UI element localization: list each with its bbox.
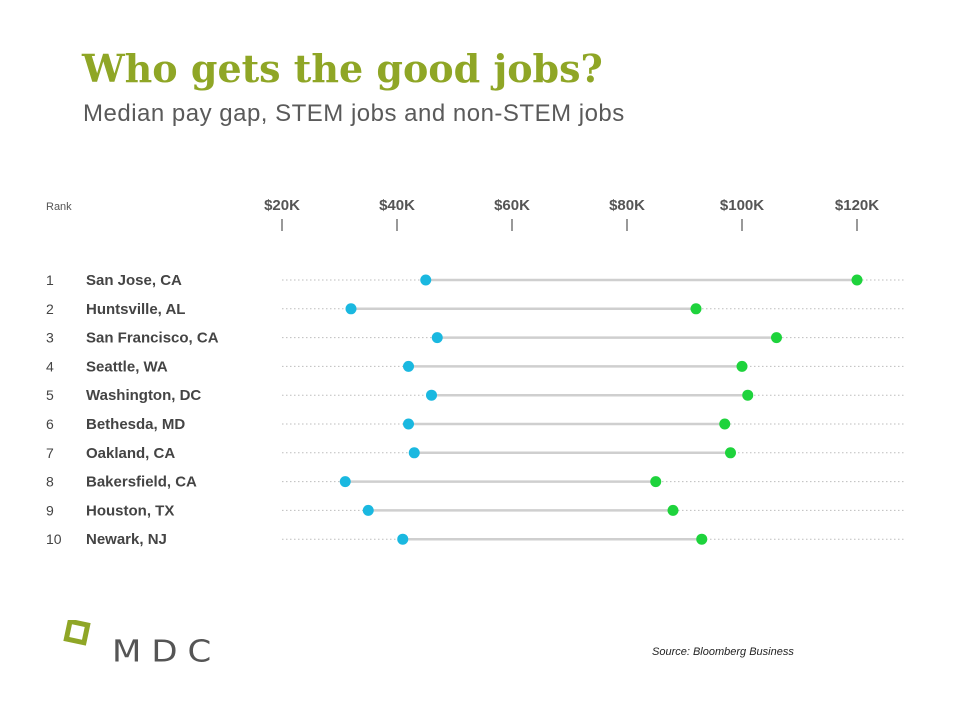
row-rank: 1 xyxy=(46,272,54,288)
row-rank: 3 xyxy=(46,330,54,346)
row-city-label: Washington, DC xyxy=(86,387,201,404)
row-city-label: Bakersfield, CA xyxy=(86,474,197,491)
x-tick-label: $60K xyxy=(494,197,530,214)
non-stem-point xyxy=(403,360,414,372)
slide-subtitle: Median pay gap, STEM jobs and non-STEM j… xyxy=(83,100,625,127)
x-tick-label: $40K xyxy=(379,197,415,214)
row-city-label: Newark, NJ xyxy=(86,531,167,548)
row-city-label: Seattle, WA xyxy=(86,358,168,375)
row-rank: 5 xyxy=(46,387,54,403)
logo-text: MDC xyxy=(112,633,221,669)
row-city-label: Houston, TX xyxy=(86,502,174,519)
chart-row: 6 Bethesda, MD xyxy=(46,416,905,433)
stem-point xyxy=(742,389,754,401)
slide-title: Who gets the good jobs? xyxy=(82,46,603,91)
rank-header: Rank xyxy=(46,201,72,213)
row-rank: 9 xyxy=(46,502,54,518)
stem-point xyxy=(851,274,863,286)
dumbbell-chart: Rank $20K $40K $60K $80K $100K $120K 1 San Jos… xyxy=(46,197,905,548)
mdc-logo: MDC xyxy=(62,618,232,675)
non-stem-point xyxy=(426,389,437,401)
chart-row: 9 Houston, TX xyxy=(46,502,905,519)
stem-point xyxy=(650,476,662,488)
row-city-label: Huntsville, AL xyxy=(86,301,185,318)
stem-point xyxy=(696,533,708,545)
non-stem-point xyxy=(403,418,414,430)
chart-row: 5 Washington, DC xyxy=(46,387,905,404)
chart-row: 10 Newark, NJ xyxy=(46,531,905,548)
chart-row: 1 San Jose, CA xyxy=(46,272,905,289)
row-city-label: San Francisco, CA xyxy=(86,330,219,347)
non-stem-point xyxy=(408,447,420,459)
row-city-label: San Jose, CA xyxy=(86,272,182,289)
row-rank: 8 xyxy=(46,474,54,490)
x-tick-label: $20K xyxy=(264,197,300,214)
stem-point xyxy=(667,504,679,516)
non-stem-point xyxy=(420,274,432,286)
non-stem-point xyxy=(397,533,409,545)
row-rank: 4 xyxy=(46,358,54,374)
chart-row: 2 Huntsville, AL xyxy=(46,301,905,318)
row-city-label: Bethesda, MD xyxy=(86,416,185,433)
x-axis: $20K $40K $60K $80K $100K $120K xyxy=(264,197,879,231)
non-stem-point xyxy=(431,332,443,344)
chart-row: 3 San Francisco, CA xyxy=(46,330,905,347)
stem-point xyxy=(690,303,702,315)
source-note: Source: Bloomberg Business xyxy=(652,646,794,658)
row-rank: 7 xyxy=(46,445,54,461)
x-tick-label: $80K xyxy=(609,197,645,214)
chart-rows: 1 San Jose, CA 2 Huntsville, AL 3 San Francis… xyxy=(46,272,905,548)
stem-point xyxy=(771,332,782,344)
chart-row: 8 Bakersfield, CA xyxy=(46,474,905,491)
x-tick-label: $100K xyxy=(720,197,764,214)
non-stem-point xyxy=(339,476,351,488)
row-city-label: Oakland, CA xyxy=(86,445,175,462)
row-rank: 2 xyxy=(46,301,54,317)
x-tick-label: $120K xyxy=(835,197,879,214)
non-stem-point xyxy=(345,303,357,315)
non-stem-point xyxy=(362,504,374,516)
stem-point xyxy=(725,447,736,459)
row-rank: 6 xyxy=(46,416,54,432)
logo-square-icon xyxy=(63,618,91,646)
stem-point xyxy=(736,360,748,372)
chart-row: 4 Seattle, WA xyxy=(46,358,905,375)
chart-row: 7 Oakland, CA xyxy=(46,445,905,462)
row-rank: 10 xyxy=(46,531,62,547)
stem-point xyxy=(719,418,731,430)
